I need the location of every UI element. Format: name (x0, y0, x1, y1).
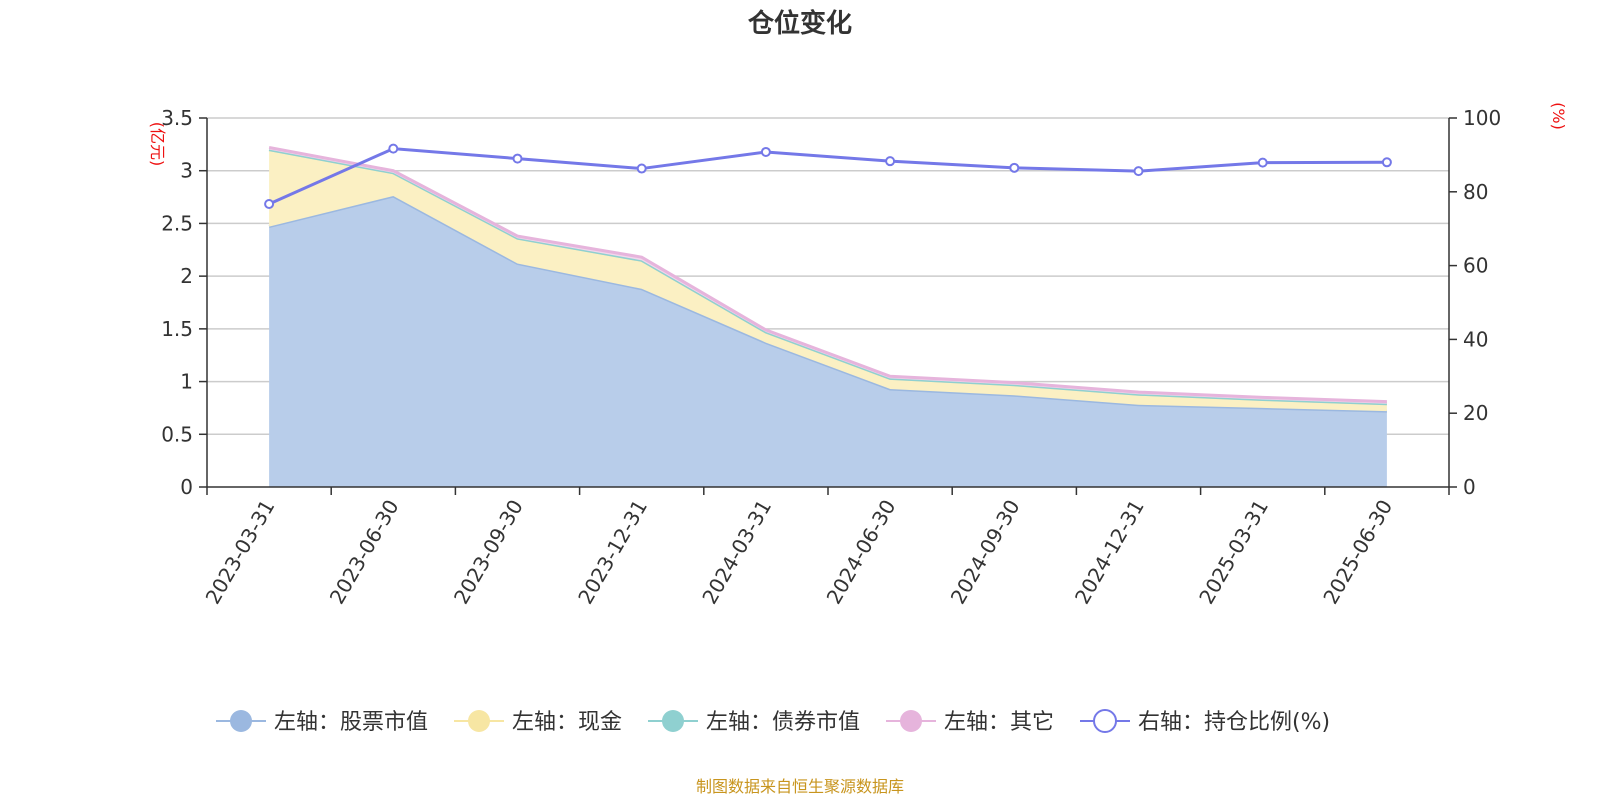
x-tick-label: 2024-12-31 (1070, 496, 1149, 609)
legend-label: 左轴：债券市值 (706, 710, 860, 735)
right-tick-label: 20 (1463, 401, 1488, 425)
right-tick-label: 100 (1463, 106, 1501, 130)
legend-label: 右轴：持仓比例(%) (1138, 710, 1330, 735)
holding-ratio-point (1133, 166, 1144, 177)
right-tick-label: 40 (1463, 327, 1488, 351)
legend-label: 左轴：其它 (944, 710, 1054, 735)
left-tick-label: 3 (180, 159, 193, 183)
left-tick-label: 3.5 (161, 106, 193, 130)
left-tick-label: 2 (180, 264, 193, 288)
legend-item: 左轴：股票市值 (216, 710, 428, 735)
right-tick-label: 60 (1463, 254, 1488, 278)
left-tick-label: 2.5 (161, 211, 193, 235)
holding-ratio-point (636, 163, 647, 174)
right-tick-label: 80 (1463, 180, 1488, 204)
legend-item: 右轴：持仓比例(%) (1080, 709, 1330, 735)
right-axis-unit: (%) (1549, 102, 1568, 130)
area-1 (269, 196, 1387, 487)
left-tick-label: 1 (180, 370, 193, 394)
legend-marker (468, 710, 490, 732)
data-source-note: 制图数据来自恒生聚源数据库 (696, 777, 904, 796)
legend-item: 左轴：现金 (454, 710, 622, 735)
legend-marker (662, 710, 684, 732)
area-line-4 (268, 146, 1387, 404)
x-tick-label: 2023-09-30 (449, 496, 528, 609)
holding-ratio-point (1257, 157, 1268, 168)
holding-ratio-point (885, 156, 896, 167)
x-tick-label: 2024-03-31 (697, 496, 776, 609)
left-tick-label: 0 (180, 475, 193, 499)
holding-ratio-point (388, 143, 399, 154)
holding-ratio-line (268, 147, 1387, 206)
legend-marker (230, 710, 252, 732)
legend-item: 左轴：其它 (886, 710, 1054, 735)
left-tick-label: 0.5 (161, 422, 193, 446)
left-axis-unit: (亿元) (148, 122, 167, 167)
holding-ratio-point (760, 146, 771, 157)
area-layer (268, 146, 1387, 487)
left-tick-label: 1.5 (161, 317, 193, 341)
holding-ratio-point (264, 198, 275, 209)
legend-marker (900, 710, 922, 732)
x-tick-label: 2024-09-30 (946, 496, 1025, 609)
legend-item: 左轴：债券市值 (648, 710, 860, 735)
x-tick-label: 2025-03-31 (1194, 496, 1273, 609)
legend-marker (1093, 709, 1117, 733)
x-tick-label: 2023-06-30 (325, 496, 404, 609)
line-layer (264, 143, 1392, 209)
holding-ratio-point (1381, 157, 1392, 168)
x-tick-label: 2023-03-31 (201, 496, 280, 609)
holding-ratio-point (512, 153, 523, 164)
area-2 (269, 149, 1387, 412)
chart-title: 仓位变化 (747, 8, 852, 39)
x-tick-label: 2024-06-30 (822, 496, 901, 609)
legend-label: 左轴：股票市值 (274, 710, 428, 735)
legend-label: 左轴：现金 (512, 710, 622, 735)
right-tick-label: 0 (1463, 475, 1476, 499)
holding-ratio-point (1009, 162, 1020, 173)
legend: 左轴：股票市值 左轴：现金 左轴：债券市值 左轴：其它 右轴：持仓比例(%) (216, 709, 1330, 735)
x-tick-label: 2023-12-31 (573, 496, 652, 609)
x-tick-label: 2025-06-30 (1318, 496, 1397, 609)
